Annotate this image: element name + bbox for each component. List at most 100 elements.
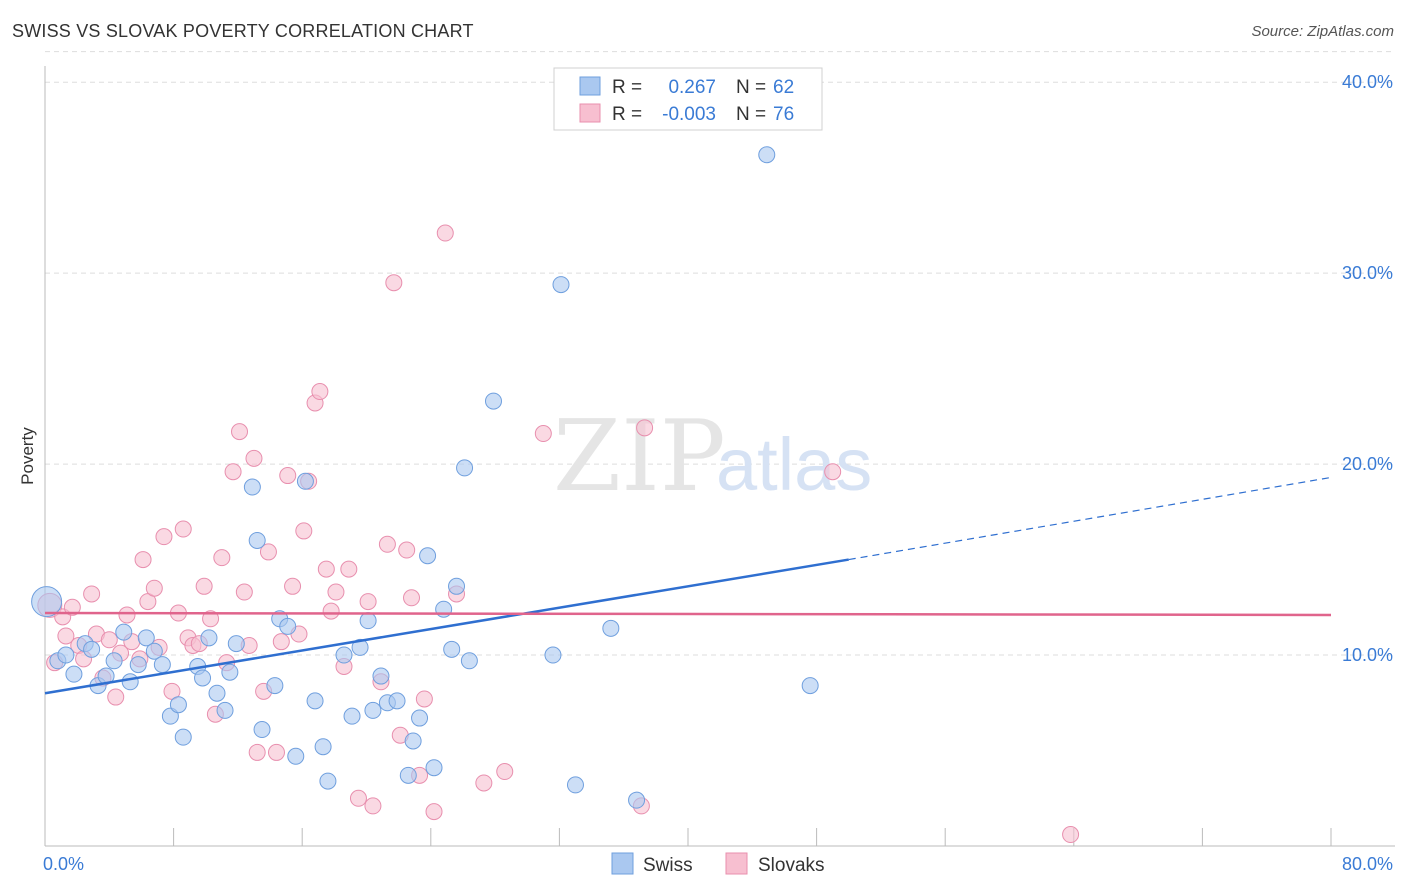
swiss-swatch (579, 76, 601, 96)
series-legend: Swiss Slovaks (611, 852, 825, 876)
slovak-point (398, 541, 416, 559)
swiss-n-label: N = (736, 77, 766, 98)
slovak-point (107, 688, 125, 706)
swiss-point (83, 640, 101, 658)
slovak-point (311, 383, 329, 401)
slovak-point (134, 551, 152, 569)
slovak-point (349, 789, 367, 807)
slovak-point (475, 774, 493, 792)
swiss-trend-line (44, 558, 849, 695)
slovak-point (259, 543, 277, 561)
slovak-points (37, 224, 1080, 844)
swiss-point (145, 642, 163, 660)
slovak-point (231, 423, 249, 441)
swiss-point (335, 646, 353, 664)
swiss-point (628, 791, 646, 809)
slovak-swatch (579, 103, 601, 123)
slovak-point (272, 633, 290, 651)
slovak-point (174, 520, 192, 538)
swiss-point (343, 707, 361, 725)
slovak-point (195, 577, 213, 595)
swiss-point (419, 547, 437, 565)
swiss-point (174, 728, 192, 746)
slovak-point (378, 535, 396, 553)
slovak-trend-line (44, 611, 1332, 617)
swiss-point (137, 629, 155, 647)
swiss-point (266, 677, 284, 695)
slovak-point (145, 579, 163, 597)
swiss-point (566, 776, 584, 794)
swiss-point (169, 696, 187, 714)
swiss-r-label: R = (612, 77, 642, 98)
slovak-point (425, 803, 443, 821)
stats-legend: R = 0.267 N = 62 R = -0.003 N = 76 (553, 67, 823, 131)
slovak-point (100, 631, 118, 649)
swiss-point (121, 673, 139, 691)
slovak-point (636, 419, 654, 437)
swiss-points (31, 146, 819, 809)
slovak-point (1062, 826, 1080, 844)
swiss-point (758, 146, 776, 164)
swiss-point (425, 759, 443, 777)
swiss-point (129, 656, 147, 674)
swiss-point (296, 472, 314, 490)
swiss-point (253, 721, 271, 739)
slovak-point (317, 560, 335, 578)
slovak-point (235, 583, 253, 601)
swiss-point (243, 478, 261, 496)
swiss-point (388, 692, 406, 710)
swiss-point (460, 652, 478, 670)
swiss-point (351, 638, 369, 656)
x-tick-label-min: 0.0% (43, 854, 84, 874)
swiss-point (200, 629, 218, 647)
swiss-point (484, 392, 502, 410)
slovak-n-label: N = (736, 104, 766, 125)
y-tick-labels: 10.0% 20.0% 30.0% 40.0% (1342, 72, 1393, 665)
trend-lines (44, 476, 1332, 695)
swiss-point (456, 459, 474, 477)
swiss-point (216, 701, 234, 719)
slovak-point (63, 598, 81, 616)
swiss-point (279, 617, 297, 635)
swiss-n-value: 62 (773, 77, 794, 98)
slovak-n-value: 76 (773, 104, 794, 125)
slovak-point (403, 589, 421, 607)
swiss-point (364, 701, 382, 719)
x-ticks (44, 828, 1332, 846)
swiss-point (319, 772, 337, 790)
slovak-point (284, 577, 302, 595)
slovak-r-label: R = (612, 104, 642, 125)
watermark-zip: ZIP (553, 400, 726, 514)
swiss-point (399, 766, 417, 784)
slovak-point (267, 743, 285, 761)
slovak-point (496, 763, 514, 781)
swiss-point (411, 709, 429, 727)
slovak-point (155, 528, 173, 546)
slovak-point (322, 602, 340, 620)
swiss-point (153, 656, 171, 674)
y-tick-label: 20.0% (1342, 454, 1393, 474)
slovak-point (57, 627, 75, 645)
swiss-point (552, 276, 570, 294)
swiss-point (57, 646, 75, 664)
chart-title: SWISS VS SLOVAK POVERTY CORRELATION CHAR… (12, 21, 474, 41)
swiss-point (287, 747, 305, 765)
legend-slovak-label: Slovaks (758, 855, 825, 876)
y-tick-label: 40.0% (1342, 72, 1393, 92)
slovak-point (534, 425, 552, 443)
y-tick-label: 30.0% (1342, 263, 1393, 283)
swiss-point (544, 646, 562, 664)
swiss-point (115, 623, 133, 641)
swiss-point (248, 531, 266, 549)
swiss-point (208, 684, 226, 702)
slovak-point (213, 549, 231, 567)
gridlines (45, 51, 1395, 656)
swiss-point (31, 586, 63, 618)
swiss-point (227, 635, 245, 653)
slovak-point (385, 274, 403, 292)
slovak-point (224, 463, 242, 481)
legend-swiss-label: Swiss (643, 855, 693, 876)
swiss-r-value: 0.267 (668, 77, 716, 98)
slovak-point (364, 797, 382, 815)
